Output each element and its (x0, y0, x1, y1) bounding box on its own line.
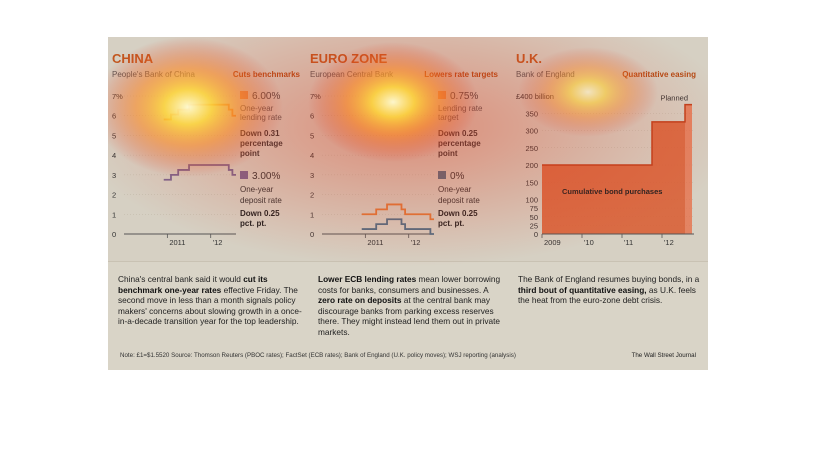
china-text-pre: China's central bank said it would (118, 274, 244, 284)
uk-ytick-0: 0 (534, 230, 538, 239)
euro-lending-swatch (438, 91, 446, 99)
china-deposit-label-line0: One-year (240, 185, 274, 194)
china-ytick-2: 2 (112, 191, 116, 200)
euro-ytick-1: 1 (310, 210, 314, 219)
china-subtitle: People's Bank of China (112, 70, 195, 79)
euro-ytick-4: 4 (310, 151, 314, 160)
uk-ytick-350: 350 (525, 109, 538, 118)
uk-area-label: Cumulative bond purchases (562, 187, 662, 196)
euro-ytick-6: 6 (310, 112, 314, 121)
euro-title: EURO ZONE (310, 51, 388, 66)
charts-svg: CHINA People's Bank of China Cuts benchmar… (112, 51, 696, 247)
euro-xlabel-1: '12 (411, 238, 421, 247)
text-area: China's central bank said it would cut i… (108, 261, 708, 370)
china-text-bold: cut its benchmark one-year rates (118, 274, 268, 295)
euro-deposit-label-line0: One-year (438, 185, 472, 194)
china-ytick-6: 6 (112, 112, 116, 121)
euro-ytick-0: 0 (310, 230, 314, 239)
uk-ytick-250: 250 (525, 144, 538, 153)
china-ytick-5: 5 (112, 131, 116, 140)
china-ytick-0: 0 (112, 230, 116, 239)
euro-ytick-5: 5 (310, 131, 314, 140)
china-deposit-change-line0: Down 0.25 (240, 209, 280, 218)
euro-deposit-change-line1: pct. pt. (438, 219, 464, 228)
uk-text-pre: The Bank of England resumes buying bonds… (518, 274, 700, 284)
infographic-card: CHINA People's Bank of China Cuts benchmar… (108, 37, 708, 370)
china-title: CHINA (112, 51, 154, 66)
euro-subtitle: European Central Bank (310, 70, 394, 79)
euro-xlabel-0: 2011 (367, 238, 383, 247)
chart-area: CHINA People's Bank of China Cuts benchmar… (108, 37, 708, 261)
uk-ytick-150: 150 (525, 178, 538, 187)
uk-ytick-300: 300 (525, 127, 538, 136)
china-lending-change-line1: percentage (240, 139, 283, 148)
euro-series-0 (361, 203, 434, 221)
china-lending-label-line0: One-year (240, 104, 274, 113)
euro-lending-change-line0: Down 0.25 (438, 129, 478, 138)
china-ytick-3: 3 (112, 171, 116, 180)
uk-ytick-25: 25 (530, 221, 538, 230)
uk-ytick-75: 75 (530, 204, 538, 213)
china-deposit-value: 3.00% (252, 171, 280, 182)
china-ytick-7: 7% (112, 92, 123, 101)
china-lending-value: 6.00% (252, 91, 280, 102)
footnote: Note: £1=$1.5520 Source: Thomson Reuters… (120, 352, 516, 359)
euro-text: Lower ECB lending rates mean lower borro… (318, 274, 504, 338)
china-xlabel-0: 2011 (169, 238, 185, 247)
china-deposit-change-line1: pct. pt. (240, 219, 266, 228)
china-lending-swatch (240, 91, 248, 99)
china-deposit-swatch (240, 171, 248, 179)
uk-xlabel-1: '10 (584, 238, 594, 247)
uk-subtitle: Bank of England (516, 70, 575, 79)
china-deposit-label-line1: deposit rate (240, 196, 282, 205)
publisher-credit: The Wall Street Journal (631, 352, 696, 359)
euro-deposit-change-line0: Down 0.25 (438, 209, 478, 218)
euro-series-1 (361, 218, 434, 235)
euro-headline: Lowers rate targets (424, 70, 498, 79)
uk-xlabel-2: '11 (624, 238, 633, 247)
euro-text-bold2: zero rate on deposits (318, 295, 402, 306)
euro-deposit-value: 0% (450, 171, 465, 182)
china-text: China's central bank said it would cut i… (118, 274, 304, 327)
uk-text: The Bank of England resumes buying bonds… (518, 274, 704, 306)
china-headline: Cuts benchmarks (233, 70, 301, 79)
uk-xlabel-3: '12 (664, 238, 674, 247)
uk-ytick-100: 100 (525, 196, 538, 205)
china-ytick-4: 4 (112, 151, 116, 160)
euro-lending-label-line0: Lending rate (438, 104, 483, 113)
uk-area-planned (685, 104, 692, 234)
euro-deposit-label-line1: deposit rate (438, 196, 480, 205)
uk-text-post: as U.K. feels the heat from the euro-zon… (518, 284, 696, 306)
uk-yunit: £400 billion (516, 92, 554, 101)
uk-planned-label: Planned (660, 94, 688, 103)
china-xlabel-1: '12 (213, 238, 223, 247)
euro-lending-label-line1: target (438, 113, 459, 122)
china-lending-change-line2: point (240, 149, 260, 158)
euro-lending-change-line2: point (438, 149, 458, 158)
china-series-1 (163, 164, 236, 181)
china-series-0 (163, 103, 236, 121)
china-lending-change-line0: Down 0.31 (240, 129, 280, 138)
uk-title: U.K. (516, 51, 542, 66)
euro-text-post: at the central bank may discourage banks… (318, 295, 501, 337)
euro-text-mid: mean lower borrowing costs for banks, co… (318, 274, 501, 295)
euro-ytick-7: 7% (310, 92, 321, 101)
uk-text-bold: third bout of quantitative easing, (518, 284, 647, 295)
uk-ytick-50: 50 (530, 213, 538, 222)
uk-headline: Quantitative easing (622, 70, 696, 79)
euro-text-bold1: Lower ECB lending rates (318, 274, 417, 284)
china-text-post: effective Friday. The second move in les… (118, 284, 302, 327)
uk-ytick-200: 200 (525, 161, 538, 170)
euro-ytick-3: 3 (310, 171, 314, 180)
china-ytick-1: 1 (112, 210, 116, 219)
china-lending-label-line1: lending rate (240, 113, 282, 122)
euro-deposit-swatch (438, 171, 446, 179)
euro-lending-value: 0.75% (450, 91, 478, 102)
uk-xlabel-0: 2009 (544, 238, 561, 247)
uk-area-main (542, 121, 685, 234)
euro-ytick-2: 2 (310, 191, 314, 200)
euro-lending-change-line1: percentage (438, 139, 481, 148)
